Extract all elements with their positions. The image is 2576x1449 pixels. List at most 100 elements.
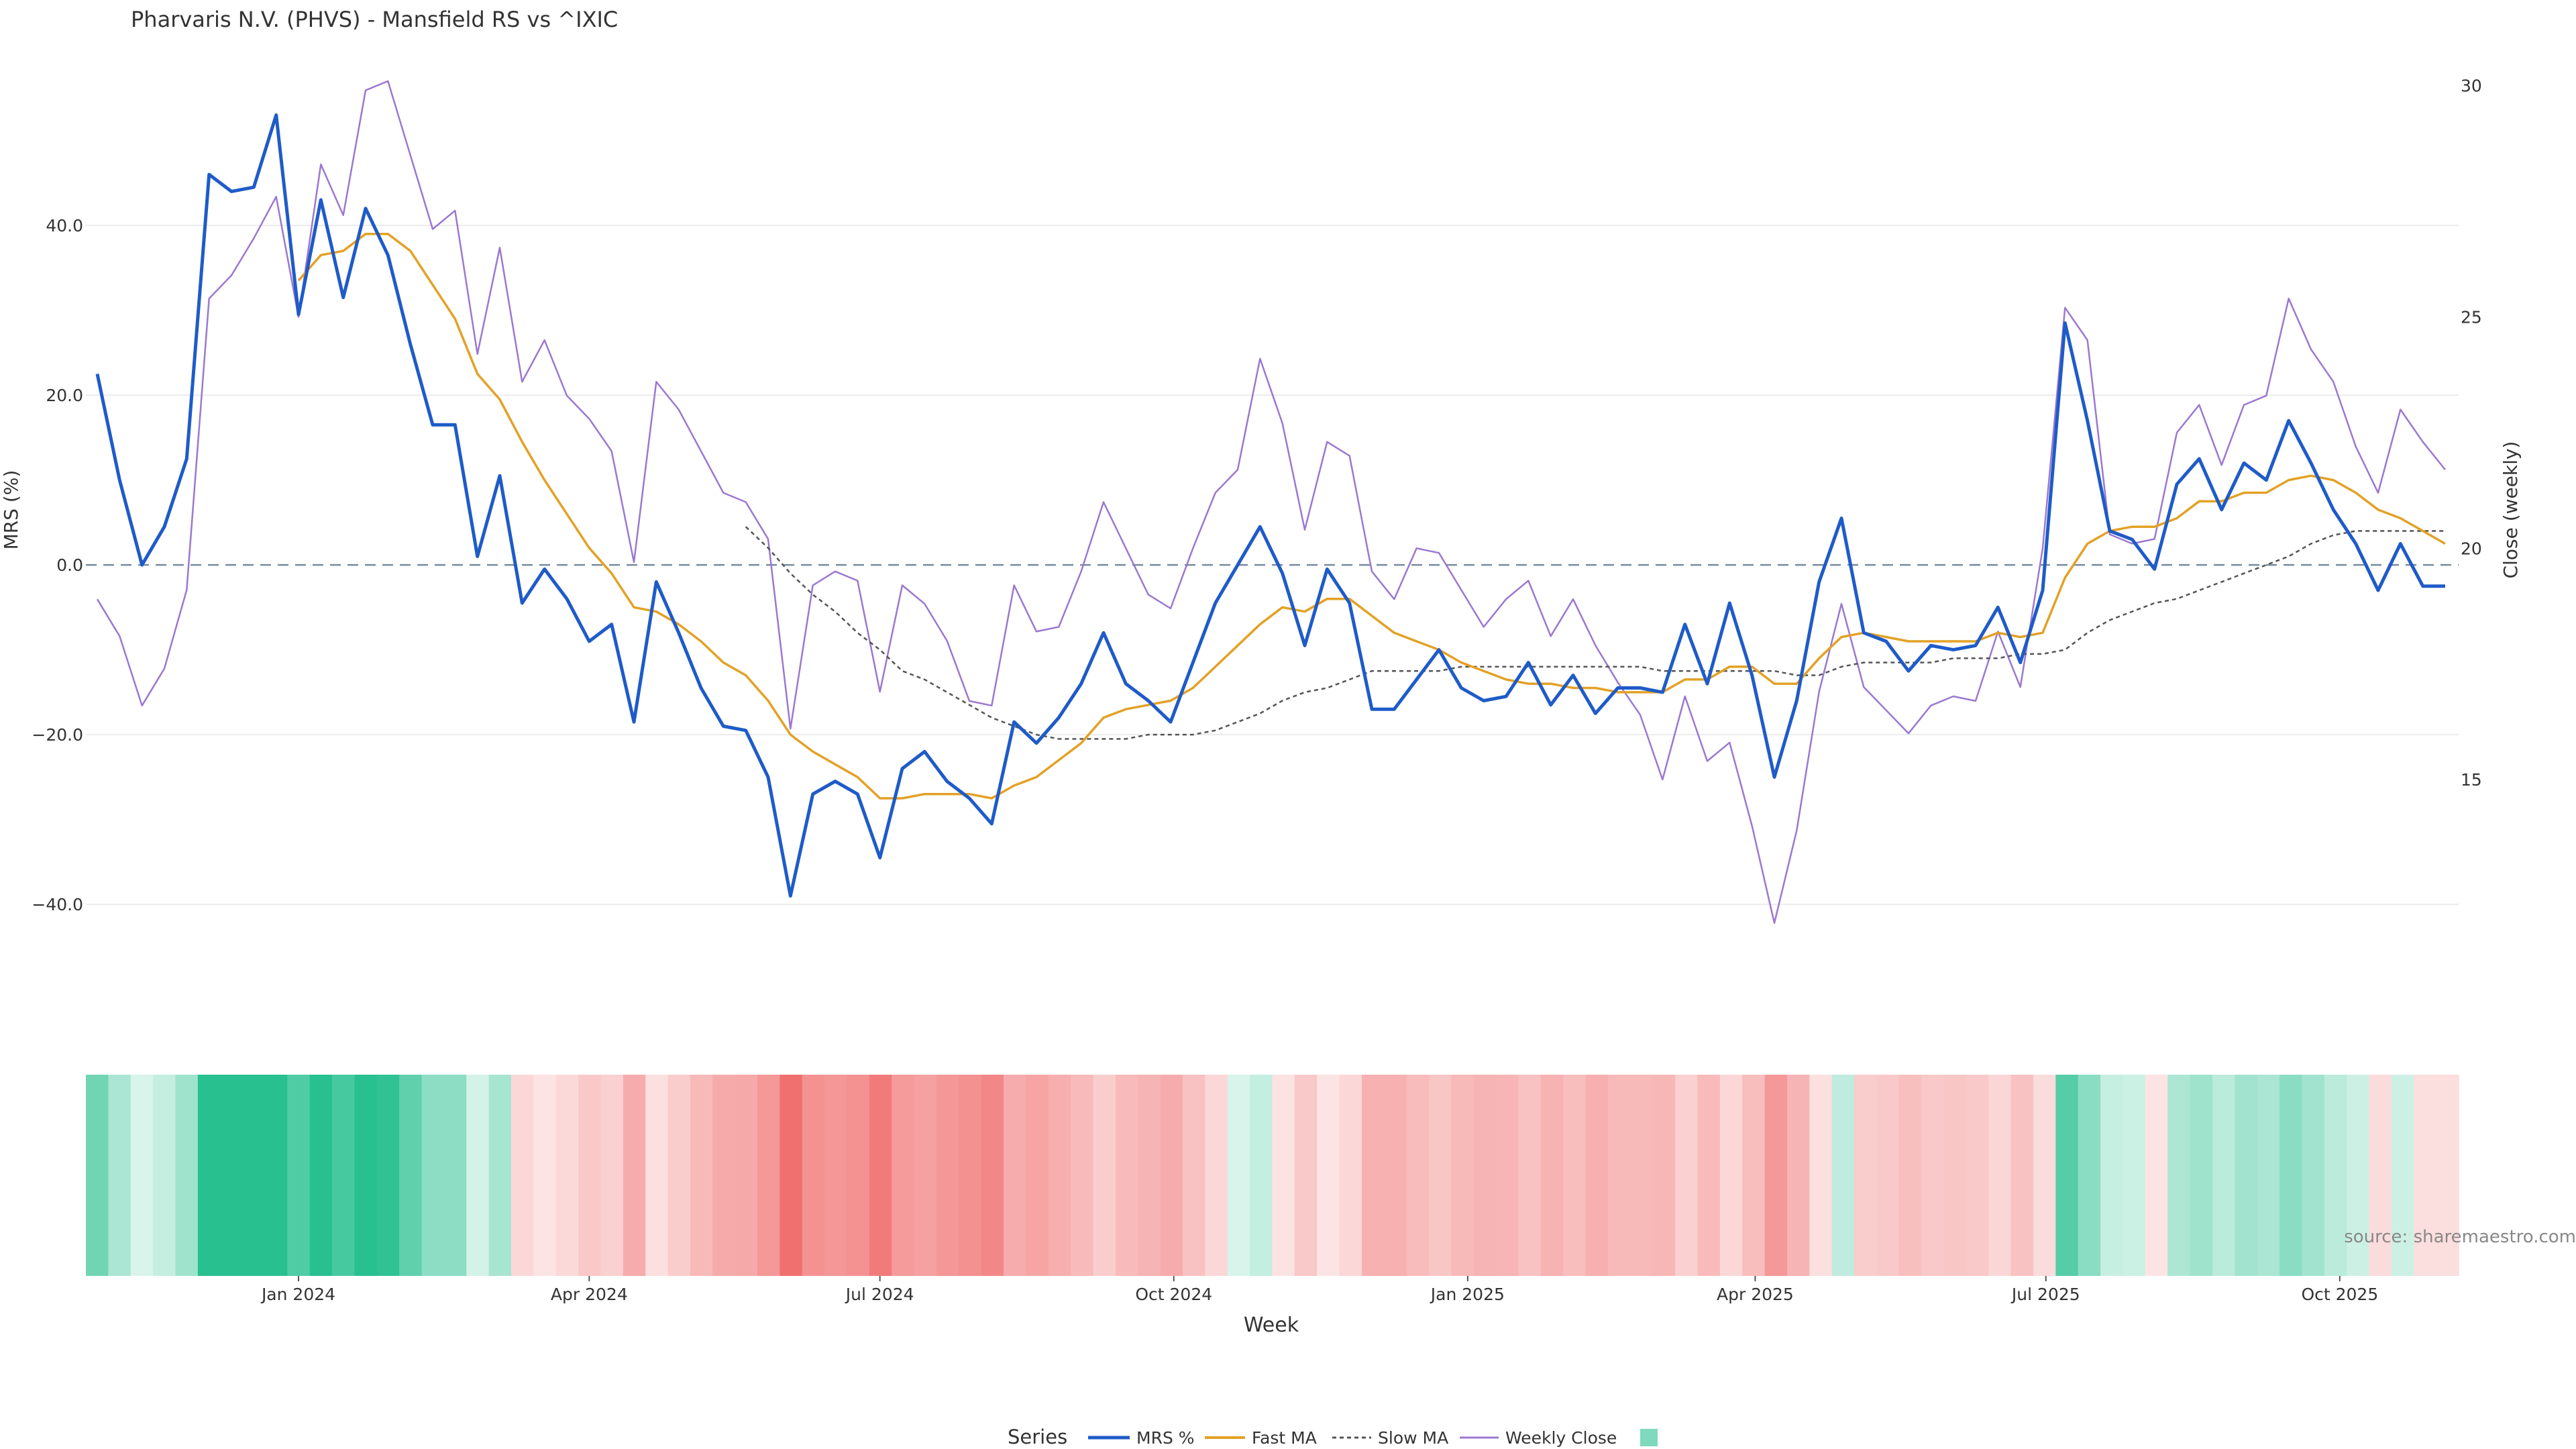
heatmap-cell <box>2190 1075 2213 1276</box>
heatmap-cell <box>86 1075 109 1276</box>
heatmap-cell <box>1048 1075 1071 1276</box>
legend-label-weekly-close: Weekly Close <box>1505 1428 1617 1448</box>
heatmap-cell <box>1160 1075 1183 1276</box>
heatmap-cell <box>2212 1075 2236 1276</box>
y-left-tick-label: 20.0 <box>46 386 83 405</box>
legend-swatch-heatmap <box>1640 1429 1658 1446</box>
heatmap-cell <box>735 1075 758 1276</box>
heatmap-cell <box>869 1075 893 1276</box>
heatmap-cell <box>309 1075 333 1276</box>
heatmap-cell <box>1429 1075 1452 1276</box>
heatmap-cell <box>153 1075 176 1276</box>
heatmap-cell <box>690 1075 714 1276</box>
legend-label-mrs: MRS % <box>1136 1428 1195 1448</box>
heatmap-cell <box>1764 1075 1788 1276</box>
heatmap-cell <box>1966 1075 1990 1276</box>
x-tick-label: Jul 2024 <box>845 1285 914 1304</box>
x-tick-label: Oct 2025 <box>2301 1285 2378 1304</box>
heatmap-cell <box>555 1075 579 1276</box>
heatmap-cell <box>2078 1075 2101 1276</box>
heatmap-cell <box>645 1075 669 1276</box>
heatmap-cell <box>197 1075 221 1276</box>
heatmap-cell <box>2010 1075 2034 1276</box>
heatmap-cell <box>108 1075 131 1276</box>
heatmap-cell <box>511 1075 535 1276</box>
heatmap-cell <box>2302 1075 2325 1276</box>
legend: Series MRS % Fast MA Slow MA Weekly Clos… <box>1008 1426 1658 1448</box>
heatmap-cell <box>1809 1075 1833 1276</box>
y-left-tick-label: 40.0 <box>46 216 83 235</box>
heatmap-cell <box>1988 1075 2012 1276</box>
heatmap-cell <box>332 1075 356 1276</box>
series-weekly-close-line <box>96 80 2446 924</box>
heatmap-cell <box>824 1075 848 1276</box>
heatmap-cell <box>220 1075 244 1276</box>
heatmap-cell <box>1317 1075 1340 1276</box>
heatmap-cell <box>667 1075 691 1276</box>
series-mrs-line <box>95 113 2445 898</box>
heatmap-cell <box>2235 1075 2258 1276</box>
y-left-tick-label: 0.0 <box>56 555 83 575</box>
x-tick-label: Apr 2024 <box>551 1285 628 1304</box>
heatmap-cell <box>1831 1075 1855 1276</box>
heatmap-cell <box>2257 1075 2280 1276</box>
heatmap-cell <box>578 1075 602 1276</box>
y-right-tick-label: 25 <box>2461 308 2482 327</box>
y-axis-left-ticks: 40.0 20.0 0.0 −20.0 −40.0 <box>32 216 83 914</box>
heatmap-cell <box>1227 1075 1250 1276</box>
heatmap-cell <box>488 1075 512 1276</box>
series-lines <box>95 80 2446 924</box>
x-axis-label: Week <box>1244 1313 1299 1337</box>
heatmap-cell <box>533 1075 557 1276</box>
heatmap-cell <box>2033 1075 2057 1276</box>
y-right-tick-label: 15 <box>2461 770 2482 790</box>
y-left-tick-label: −40.0 <box>32 895 83 914</box>
heatmap-strip <box>86 1075 2459 1276</box>
gridlines <box>86 225 2459 906</box>
heatmap-cell <box>2100 1075 2124 1276</box>
heatmap-cell <box>1115 1075 1139 1276</box>
heatmap-cell <box>936 1075 960 1276</box>
heatmap-cell <box>1697 1075 1721 1276</box>
heatmap-cell <box>2167 1075 2191 1276</box>
heatmap-cell <box>2436 1075 2459 1276</box>
x-tick-label: Jan 2024 <box>260 1285 335 1304</box>
y-left-tick-label: −20.0 <box>32 725 83 745</box>
heatmap-cell <box>1026 1075 1049 1276</box>
heatmap-cell <box>130 1075 154 1276</box>
heatmap-cell <box>1093 1075 1116 1276</box>
x-tick-label: Jan 2025 <box>1430 1285 1505 1304</box>
heatmap-cell <box>399 1075 423 1276</box>
heatmap-cell <box>1876 1075 1900 1276</box>
heatmap-cell <box>175 1075 199 1276</box>
heatmap-cell <box>1339 1075 1362 1276</box>
heatmap-cell <box>1361 1075 1385 1276</box>
heatmap-cell <box>1652 1075 1676 1276</box>
heatmap-cell <box>1719 1075 1743 1276</box>
heatmap-cell <box>2145 1075 2169 1276</box>
heatmap-cell <box>1183 1075 1206 1276</box>
heatmap-cell <box>2279 1075 2303 1276</box>
heatmap-cell <box>1608 1075 1631 1276</box>
series-fast-ma-line <box>297 232 2446 800</box>
heatmap-cell <box>2347 1075 2370 1276</box>
heatmap-cell <box>914 1075 937 1276</box>
heatmap-cell <box>466 1075 490 1276</box>
heatmap-cell <box>780 1075 803 1276</box>
heatmap-cell <box>2123 1075 2146 1276</box>
heatmap-cell <box>1451 1075 1474 1276</box>
heatmap-cell <box>242 1075 266 1276</box>
heatmap-cell <box>1473 1075 1497 1276</box>
y-right-tick-label: 20 <box>2461 539 2482 558</box>
heatmap-cell <box>623 1075 646 1276</box>
heatmap-cell <box>1786 1075 1811 1276</box>
heatmap-cell <box>1854 1075 1878 1276</box>
heatmap-cell <box>1563 1075 1587 1276</box>
heatmap-cell <box>1384 1075 1407 1276</box>
y-axis-right-ticks: 30 25 20 15 <box>2461 76 2482 790</box>
heatmap-cell <box>1943 1075 1967 1276</box>
heatmap-cell <box>2414 1075 2437 1276</box>
heatmap-cell <box>376 1075 400 1276</box>
x-tick-label: Oct 2024 <box>1135 1285 1212 1304</box>
